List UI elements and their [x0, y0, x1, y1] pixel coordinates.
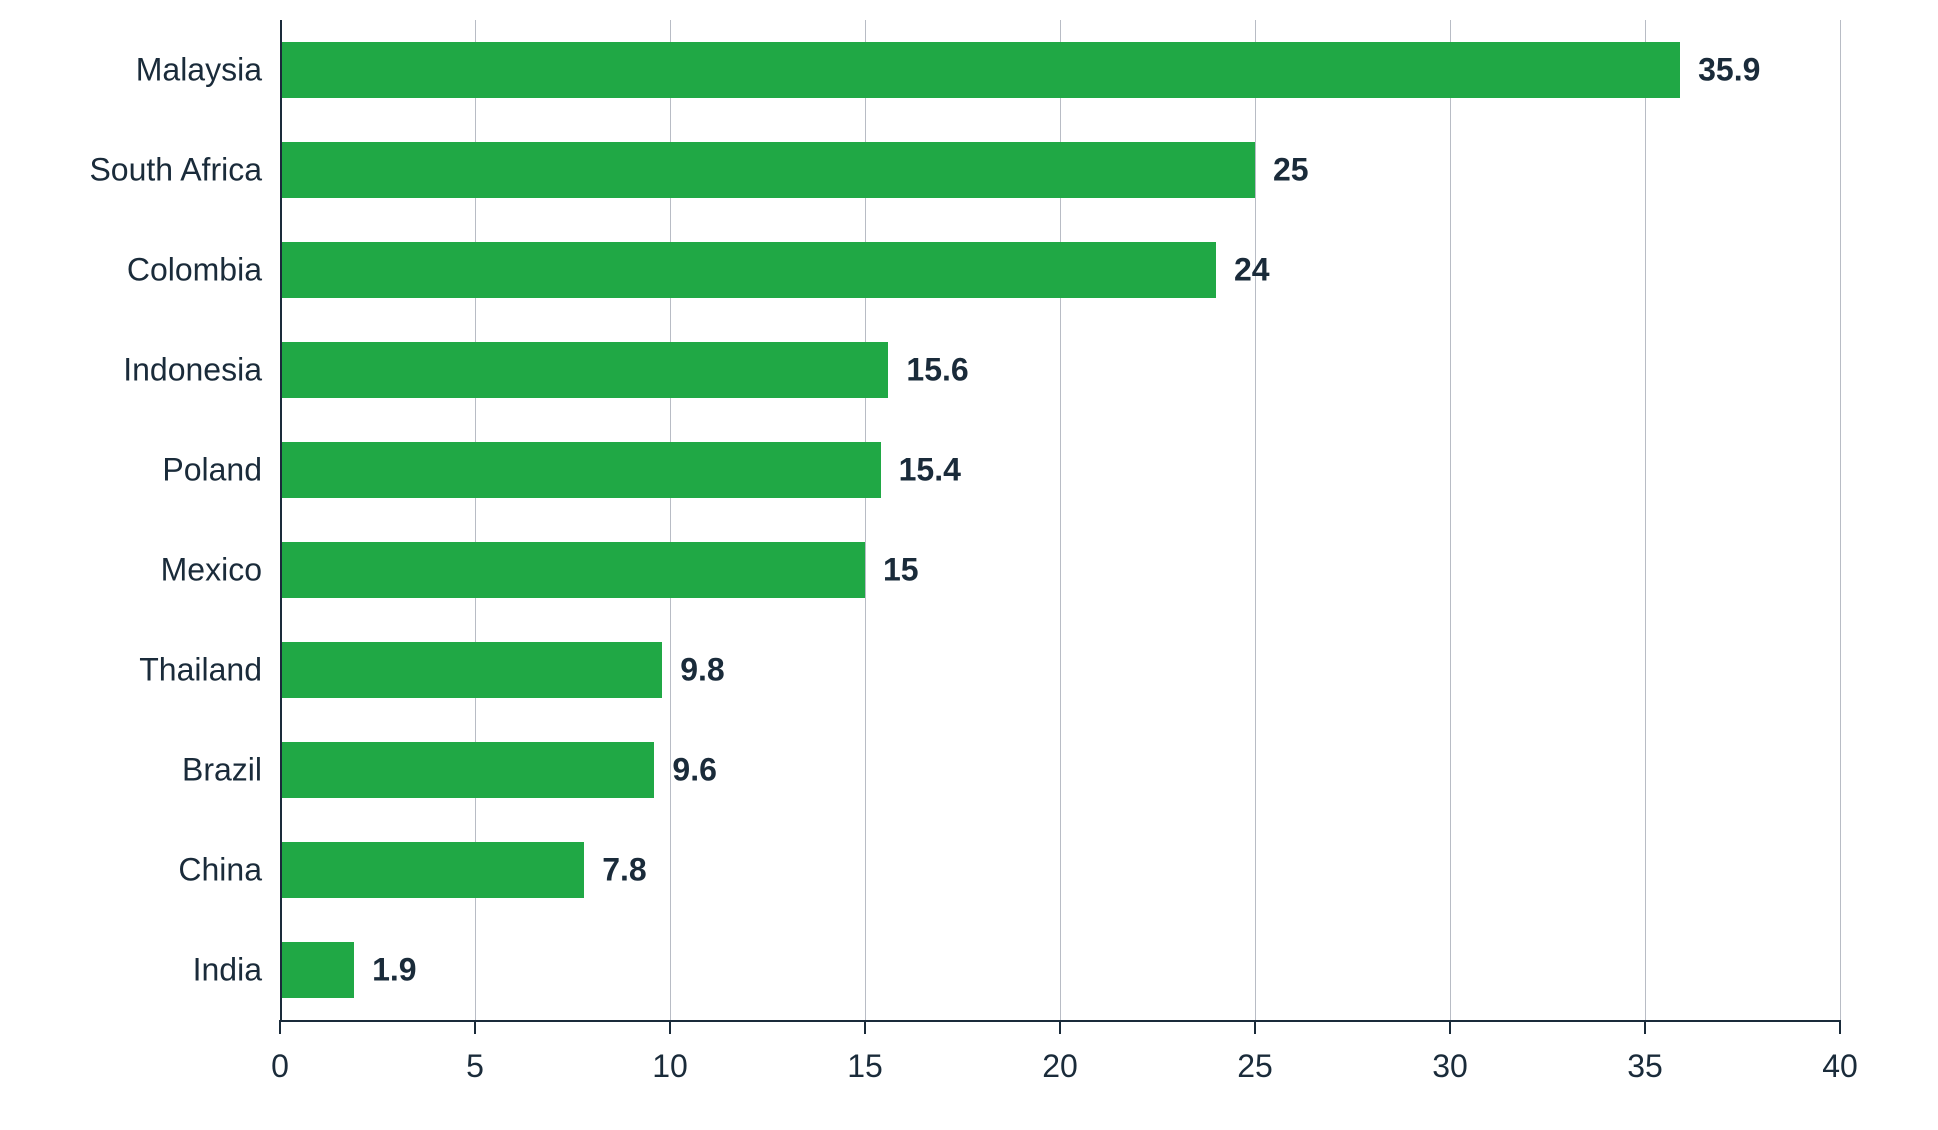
x-tick-label: 0: [271, 1048, 289, 1085]
bar-row: 1.9: [280, 920, 1840, 1020]
category-label: Malaysia: [136, 52, 262, 89]
x-tick-label: 35: [1627, 1048, 1663, 1085]
x-tick-mark: [864, 1020, 866, 1034]
bar-value-label: 7.8: [602, 852, 646, 889]
bar: 35.9: [280, 42, 1680, 98]
x-tick-mark: [669, 1020, 671, 1034]
bar-value-label: 24: [1234, 252, 1270, 289]
bar-row: 35.9: [280, 20, 1840, 120]
bar-value-label: 15.4: [899, 452, 961, 489]
bar-row: 15: [280, 520, 1840, 620]
category-label: Mexico: [161, 552, 262, 589]
plot-area: 35.9 25 24 15.6 15.4 15 9.8 9.6 7.8 1.9: [280, 20, 1840, 1020]
x-tick-label: 15: [847, 1048, 883, 1085]
bar: 7.8: [280, 842, 584, 898]
bar-value-label: 15: [883, 552, 919, 589]
category-label: China: [178, 852, 262, 889]
x-tick-label: 20: [1042, 1048, 1078, 1085]
x-tick-mark: [1059, 1020, 1061, 1034]
y-axis-line: [280, 20, 282, 1020]
bar: 9.6: [280, 742, 654, 798]
category-label: Thailand: [139, 652, 262, 689]
bar: 24: [280, 242, 1216, 298]
category-label: India: [193, 952, 262, 989]
x-tick-mark: [279, 1020, 281, 1034]
x-tick-mark: [1644, 1020, 1646, 1034]
bar-row: 15.6: [280, 320, 1840, 420]
bar-row: 24: [280, 220, 1840, 320]
gridline: [1840, 20, 1841, 1020]
bar: 1.9: [280, 942, 354, 998]
bar-chart: 35.9 25 24 15.6 15.4 15 9.8 9.6 7.8 1.9 Malaysia S…: [0, 0, 1938, 1130]
bar-row: 15.4: [280, 420, 1840, 520]
x-tick-mark: [474, 1020, 476, 1034]
x-tick-label: 10: [652, 1048, 688, 1085]
bar: 9.8: [280, 642, 662, 698]
category-label: Indonesia: [123, 352, 262, 389]
bar-value-label: 15.6: [906, 352, 968, 389]
bar-row: 7.8: [280, 820, 1840, 920]
bar-row: 9.6: [280, 720, 1840, 820]
x-tick-label: 25: [1237, 1048, 1273, 1085]
bar-value-label: 35.9: [1698, 52, 1760, 89]
x-tick-label: 40: [1822, 1048, 1858, 1085]
bar-value-label: 9.6: [672, 752, 716, 789]
bar-value-label: 25: [1273, 152, 1309, 189]
category-label: Colombia: [127, 252, 262, 289]
bar: 25: [280, 142, 1255, 198]
category-label: South Africa: [89, 152, 262, 189]
category-label: Brazil: [182, 752, 262, 789]
bar: 15: [280, 542, 865, 598]
bar: 15.6: [280, 342, 888, 398]
bar: 15.4: [280, 442, 881, 498]
x-tick-mark: [1449, 1020, 1451, 1034]
bar-value-label: 1.9: [372, 952, 416, 989]
category-label: Poland: [162, 452, 262, 489]
bar-row: 25: [280, 120, 1840, 220]
bar-row: 9.8: [280, 620, 1840, 720]
bar-value-label: 9.8: [680, 652, 724, 689]
x-tick-label: 5: [466, 1048, 484, 1085]
x-tick-mark: [1839, 1020, 1841, 1034]
x-tick-mark: [1254, 1020, 1256, 1034]
x-tick-label: 30: [1432, 1048, 1468, 1085]
